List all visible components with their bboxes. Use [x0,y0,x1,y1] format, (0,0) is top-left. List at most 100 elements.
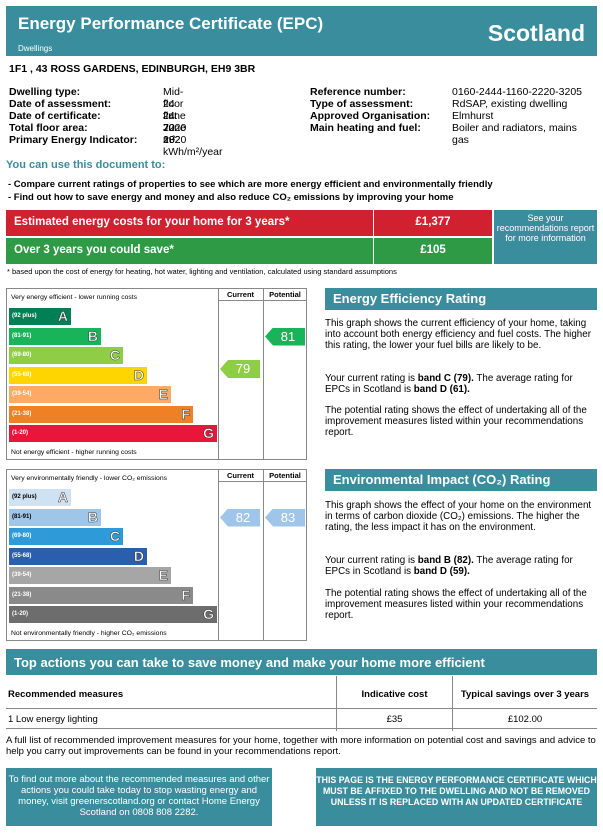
detail-row: gas [310,134,469,146]
band-letter: E [158,567,168,584]
eir-current-band: band B (82). [417,555,474,566]
detail-row: Main heating and fuel: Boiler and radiato… [310,122,577,134]
details-left: Dwelling type: Mid-floor flat Date of ass… [9,86,223,158]
detail-label: Total floor area: [9,122,88,134]
rating-band-a: (92 plus) A [9,308,71,325]
band-range: (21-38) [12,591,32,598]
band-letter: B [87,508,99,525]
detail-value: gas [452,134,469,146]
savings-value-cell: £105 [374,238,492,264]
energy-cost-value: £1,377 [415,216,451,228]
header-bar: Energy Performance Certificate (EPC) Dwe… [6,6,597,56]
details-right: Reference number: 0160-2444-1160-2220-320… [310,86,582,146]
band-range: (81-91) [12,513,32,520]
header-divider [218,300,307,301]
savings-row: Over 3 years you could save* [6,238,373,264]
savings-label: Over 3 years you could save* [14,244,174,256]
potential-column-header: Potential [269,471,301,480]
eer-paragraph-1: This graph shows the current efficiency … [325,318,591,351]
chart-bottom-note: Not environmentally friendly - higher CO… [11,630,167,637]
column-divider [336,676,337,731]
header-divider [218,481,307,482]
chart-top-note: Very energy efficient - lower running co… [11,294,138,301]
potential-column-header: Potential [269,290,301,299]
column-divider [218,470,219,640]
eer-p2-text: Your current rating is [325,373,418,384]
cost-footnote: * based upon the cost of energy for heat… [7,267,397,276]
band-letter: G [203,425,214,442]
row-divider [6,708,597,709]
detail-label: Type of assessment: [310,98,414,110]
find-out-more-box: To find out more about the recommended m… [6,768,272,826]
band-range: (39-54) [12,391,32,397]
rating-band-e: (39-54) E [9,386,171,403]
use-item: - Find out how to save energy and money … [8,192,454,203]
band-range: (39-54) [12,572,32,578]
band-range: (69-80) [12,352,32,358]
detail-row: Dwelling type: Mid-floor flat [9,86,183,122]
eir-p2-text: Your current rating is [325,555,418,566]
eir-p2-text: The average rating for EPCs in Scotland … [325,555,573,577]
savings-value: £105 [420,244,446,256]
energy-efficiency-chart: Current Potential Very energy efficient … [6,288,307,460]
detail-label: Date of assessment: [9,98,112,110]
energy-cost-label: Estimated energy costs for your home for… [14,216,290,228]
band-letter: A [57,489,69,506]
energy-efficiency-panel-title: Energy Efficiency Rating [325,288,597,310]
actions-table: Recommended measures Indicative cost Typ… [6,676,597,731]
band-letter: D [133,547,145,564]
eer-average-band: band D (61). [413,384,470,395]
band-letter: E [158,386,168,403]
rating-band-c: (69-80) C [9,347,123,364]
rating-band-g: (1-20) G [9,425,217,442]
eer-p2-text: The average rating for EPCs in Scotland … [325,373,573,395]
detail-value: 24 June 2020 [163,98,187,134]
eir-paragraph-1: This graph shows the effect of your home… [325,500,592,533]
band-range: (1-20) [12,611,29,617]
rating-band-g: (1-20) G [9,606,217,623]
measures-header: Recommended measures [8,689,124,700]
energy-cost-value-cell: £1,377 [374,210,492,236]
certificate-title: Energy Performance Certificate (EPC) [18,14,324,33]
detail-value: 132 kWh/m²/year [163,134,223,158]
current-rating-arrow: 82 [220,508,260,527]
band-letter: B [87,327,99,344]
column-divider [452,676,453,731]
rating-band-d: (55-68) D [9,547,147,565]
eer-current-band: band C (79). [417,373,474,384]
chart-bottom-note: Not energy efficient - higher running co… [11,449,137,456]
band-letter: C [109,347,121,364]
band-range: (92 plus) [12,313,37,319]
environmental-impact-chart: Current Potential Very environmentally f… [6,469,307,641]
affixed-notice-box: THIS PAGE IS THE ENERGY PERFORMANCE CERT… [316,768,597,826]
detail-value: 72 m² [163,122,176,146]
detail-row: Reference number: 0160-2444-1160-2220-320… [310,86,582,98]
cost-header: Indicative cost [361,689,428,700]
detail-value: 0160-2444-1160-2220-3205 [452,86,582,98]
detail-label: Date of certificate: [9,110,101,122]
band-letter: D [133,366,145,383]
band-range: (81-91) [12,332,32,339]
rating-band-b: (81-91) B [9,508,101,526]
detail-row: Primary Energy Indicator: 132 kWh/m²/year [9,134,223,158]
eir-paragraph-3: The potential rating shows the effect of… [325,588,587,621]
current-column-header: Current [226,290,255,299]
country-label: Scotland [487,20,585,46]
band-range: (92 plus) [12,494,37,500]
band-range: (55-68) [12,371,32,378]
eir-paragraph-2: Your current rating is band B (82). The … [325,555,595,577]
rating-band-e: (39-54) E [9,567,171,584]
current-rating-arrow: 79 [220,360,260,378]
property-address: 1F1 , 43 ROSS GARDENS, EDINBURGH, EH9 3B… [9,63,256,75]
detail-value: 24 June 2020 [163,110,187,146]
detail-row: Type of assessment: RdSAP, existing dwell… [310,98,567,110]
detail-value: Boiler and radiators, mains [452,122,577,134]
environmental-impact-panel-title: Environmental Impact (CO₂) Rating [325,469,597,491]
detail-value: RdSAP, existing dwelling [452,98,568,110]
full-list-note: A full list of recommended improvement m… [6,735,596,757]
potential-rating-arrow: 83 [265,508,305,527]
detail-row: Date of certificate: 24 June 2020 [9,110,186,146]
detail-value: Elmhurst [452,110,494,122]
eir-average-band: band D (59). [413,566,470,577]
saving-cell: £102.00 [507,714,543,725]
